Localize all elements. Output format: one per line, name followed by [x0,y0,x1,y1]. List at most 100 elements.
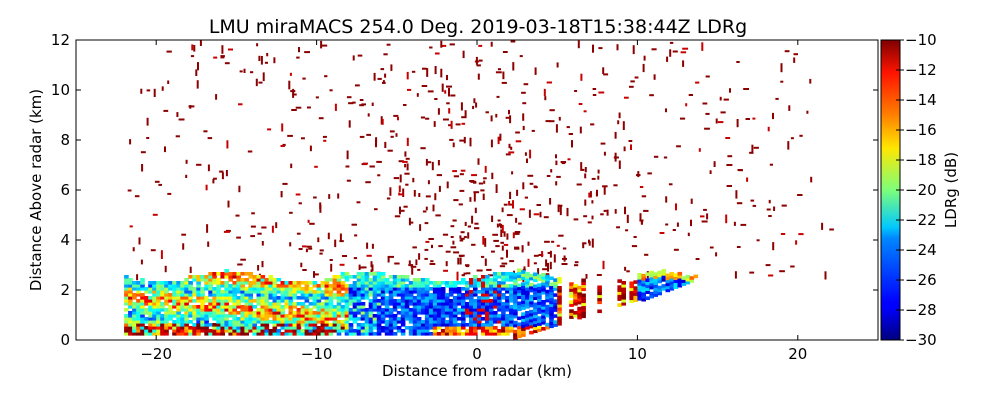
noise-pixel [416,93,419,97]
cloud-pixel [444,314,450,318]
noise-pixel [769,163,773,166]
cloud-pixel [312,326,318,330]
cloud-pixel [172,296,177,300]
noise-pixel [633,236,637,238]
cloud-pixel [236,317,241,321]
noise-pixel [376,160,382,163]
cloud-pixel [517,328,522,333]
cloud-pixel [489,329,494,333]
cloud-pixel [132,284,137,288]
cloud-pixel [456,317,462,321]
cloud-pixel [336,302,342,306]
cloud-pixel [404,311,410,315]
cloud-pixel [356,317,362,321]
noise-pixel [709,246,714,249]
cloud-pixel [436,290,442,294]
cloud-pixel [485,320,490,324]
noise-pixel [425,206,428,211]
cloud-pixel [336,329,342,333]
cloud-pixel [597,288,602,293]
cloud-pixel [124,293,129,297]
cloud-pixel [493,314,498,318]
noise-pixel [207,241,210,247]
cloud-pixel [256,284,262,288]
cloud-pixel [232,299,237,303]
noise-pixel [495,184,498,193]
cloud-pixel [505,308,510,312]
cloud-pixel [597,300,602,305]
cloud-pixel [308,302,314,306]
cloud-pixel [380,293,386,297]
noise-pixel [427,161,432,164]
noise-pixel [298,47,300,53]
cloud-pixel [645,287,650,291]
cloud-pixel [537,286,542,290]
cloud-pixel [416,317,422,321]
noise-pixel [261,241,264,246]
cloud-pixel [545,295,550,300]
cloud-pixel [284,302,290,306]
cloud-pixel [136,323,141,327]
noise-pixel [574,264,579,267]
cloud-pixel [388,320,394,324]
cloud-pixel [368,281,374,285]
cloud-pixel [388,281,394,285]
cloud-pixel [489,281,494,285]
cloud-pixel [344,287,350,291]
cloud-pixel [573,290,578,294]
noise-pixel [381,119,384,125]
cloud-pixel [308,329,314,333]
cloud-pixel [481,284,486,288]
noise-pixel [236,236,241,239]
cloud-pixel [456,287,462,291]
noise-pixel [588,241,591,246]
noise-pixel [188,105,195,108]
cloud-pixel [252,299,257,303]
cloud-pixel [677,277,683,282]
cloud-pixel [248,290,253,294]
cloud-pixel [176,332,181,336]
cloud-pixel [284,332,290,336]
noise-pixel [434,98,438,100]
cloud-pixel [372,275,378,279]
cloud-pixel [469,290,474,294]
noise-pixel [533,262,537,265]
noise-pixel [637,171,640,178]
cloud-pixel [272,305,278,309]
noise-pixel [799,134,803,137]
cloud-pixel [577,294,582,299]
cloud-pixel [228,308,233,312]
noise-pixel [556,244,560,247]
cloud-pixel [272,332,278,336]
cloud-pixel [428,299,434,303]
cloud-pixel [220,281,225,285]
noise-pixel [374,208,378,211]
cloud-pixel [284,281,290,285]
cloud-pixel [136,305,141,309]
cloud-pixel [489,317,494,321]
cloud-pixel [521,330,526,334]
noise-pixel [373,72,376,81]
cloud-pixel [240,314,245,318]
noise-pixel [228,48,233,51]
noise-pixel [533,186,538,189]
noise-pixel [626,214,629,223]
cloud-pixel [196,323,201,327]
cloud-pixel [188,311,193,315]
cloud-pixel [192,293,197,297]
cloud-pixel [372,293,378,297]
cloud-pixel [336,293,342,297]
cloud-pixel [248,284,253,288]
cloud-pixel [264,296,270,300]
cloud-pixel [192,305,197,309]
cloud-pixel [416,326,422,330]
cloud-pixel [485,290,490,294]
cloud-pixel [296,317,302,321]
cloud-pixel [316,326,322,330]
cloud-pixel [136,287,141,291]
cloud-pixel [436,299,442,303]
cloud-pixel [533,293,538,298]
noise-pixel [237,263,243,266]
noise-pixel [437,160,440,166]
cloud-pixel [348,275,354,279]
